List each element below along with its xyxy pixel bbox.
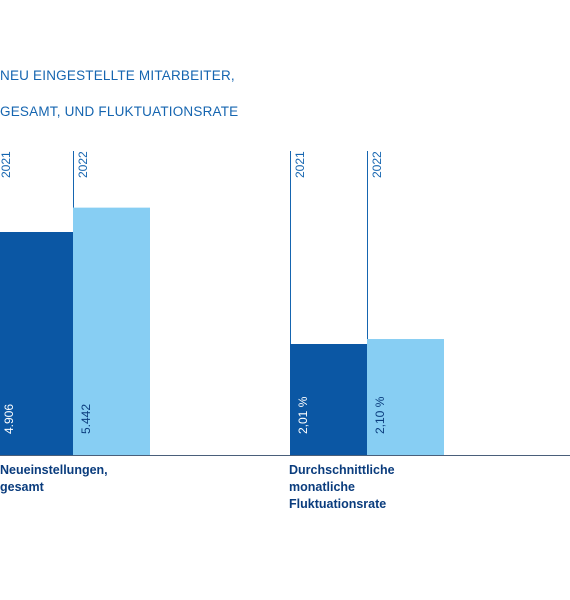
bar-hires-2021 (0, 232, 73, 455)
chart-title-line-1: NEU EINGESTELLTE MITARBEITER, (0, 68, 235, 83)
value-label-hires-2021: 4.906 (2, 404, 16, 434)
chart-title: NEU EINGESTELLTE MITARBEITER, GESAMT, UN… (0, 49, 420, 139)
bar-turnover-2021 (290, 344, 367, 455)
category-label-turnover: Durchschnittliche monatliche Fluktuation… (289, 462, 395, 513)
year-label-hires-2021: 2021 (0, 151, 13, 178)
category-label-hires: Neueinstellungen, gesamt (0, 462, 108, 496)
year-label-turnover-2022: 2022 (370, 151, 384, 178)
category-label-hires-line-2: gesamt (0, 480, 44, 494)
bar-hires-2022 (73, 207, 150, 455)
value-label-turnover-2021: 2,01 % (296, 396, 310, 434)
year-label-turnover-2021: 2021 (293, 151, 307, 178)
category-label-turnover-line-1: Durchschnittliche (289, 463, 395, 477)
chart-title-line-2: GESAMT, UND FLUKTUATIONSRATE (0, 104, 239, 119)
value-label-turnover-2022: 2,10 % (373, 396, 387, 434)
year-label-hires-2022: 2022 (76, 151, 90, 178)
category-label-hires-line-1: Neueinstellungen, (0, 463, 108, 477)
category-label-turnover-line-2: monatliche (289, 480, 355, 494)
bar-turnover-2022 (367, 339, 444, 455)
value-label-hires-2022: 5.442 (79, 404, 93, 434)
category-label-turnover-line-3: Fluktuationsrate (289, 497, 387, 511)
